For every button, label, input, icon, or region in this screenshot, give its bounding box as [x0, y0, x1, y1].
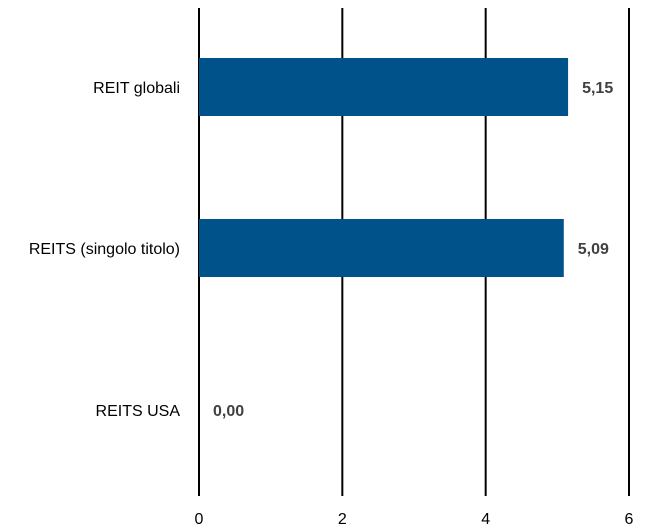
- bar-0: [199, 58, 569, 116]
- value-label-1: 5,09: [578, 241, 609, 258]
- category-label-0: REIT globali: [93, 80, 180, 97]
- category-label-2: REITS USA: [96, 403, 181, 420]
- labels: 0 2 4 6 REIT globali 5,15 REITS (singolo titol…: [29, 80, 634, 528]
- bar-1: [199, 219, 564, 277]
- x-tick-label-4: 4: [481, 511, 490, 528]
- x-tick-label-2: 2: [338, 511, 347, 528]
- x-tick-label-6: 6: [625, 511, 634, 528]
- bars: [199, 58, 569, 277]
- value-label-2: 0,00: [213, 403, 244, 420]
- x-tick-label-0: 0: [195, 511, 204, 528]
- category-label-1: REITS (singolo titolo): [29, 241, 180, 258]
- value-label-0: 5,15: [582, 80, 613, 97]
